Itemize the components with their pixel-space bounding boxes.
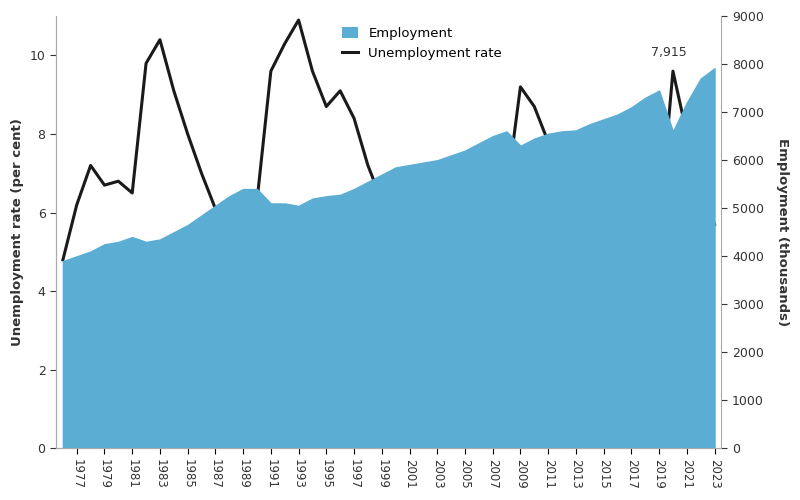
Y-axis label: Employment (thousands): Employment (thousands) — [776, 138, 789, 326]
Legend: Employment, Unemployment rate: Employment, Unemployment rate — [342, 27, 502, 60]
Y-axis label: Unemployment rate (per cent): Unemployment rate (per cent) — [11, 118, 24, 346]
Text: 5.7: 5.7 — [683, 242, 703, 255]
Text: 7,915: 7,915 — [651, 46, 687, 60]
